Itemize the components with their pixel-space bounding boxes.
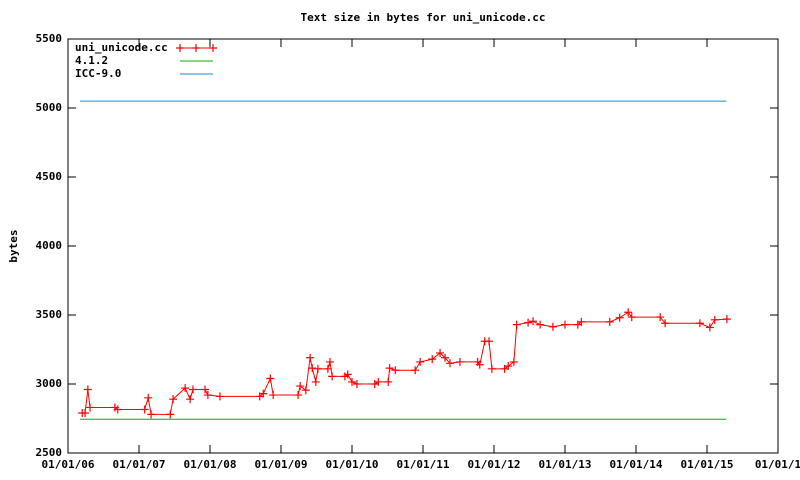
x-tick-label: 01/01/09 [255, 458, 308, 471]
data-point [166, 410, 175, 419]
data-point [83, 385, 92, 394]
data-point [181, 384, 190, 393]
data-point [313, 364, 322, 373]
data-point [445, 359, 454, 368]
y-tick-label: 4500 [36, 170, 63, 183]
data-point [384, 377, 393, 386]
data-point [343, 370, 352, 379]
y-tick-label: 5000 [36, 101, 63, 114]
data-point [259, 389, 268, 398]
x-tick-label: 01/01/11 [397, 458, 450, 471]
data-point [416, 357, 425, 366]
data-point [705, 323, 714, 332]
data-point [147, 410, 156, 419]
data-point [455, 357, 464, 366]
data-point [269, 391, 278, 400]
data-point [411, 366, 420, 375]
data-point [203, 391, 212, 400]
data-point [529, 317, 538, 326]
data-point [325, 357, 334, 366]
data-point [524, 318, 533, 327]
data-point [710, 315, 719, 324]
data-point [186, 395, 195, 404]
data-point [661, 319, 670, 328]
legend-marker [209, 44, 217, 52]
chart-title: Text size in bytes for uni_unicode.cc [300, 11, 545, 24]
x-tick-label: 01/01/06 [42, 458, 95, 471]
data-point [512, 320, 521, 329]
x-tick-label: 01/01/15 [681, 458, 734, 471]
data-point [81, 408, 90, 417]
x-tick-label: 01/01/07 [113, 458, 166, 471]
data-point [296, 382, 305, 391]
data-point [266, 374, 275, 383]
data-point [624, 308, 633, 317]
data-point [370, 380, 379, 388]
data-point [441, 353, 450, 362]
data-point [323, 364, 332, 373]
data-point [86, 403, 95, 412]
x-tick-label: 01/01/12 [468, 458, 521, 471]
data-point [391, 366, 400, 375]
y-axis-label: bytes [7, 229, 20, 262]
data-point [428, 355, 437, 364]
x-tick-label: 01/01/14 [610, 458, 663, 471]
data-point [436, 348, 445, 357]
data-point [294, 391, 303, 400]
x-tick-label: 01/01/13 [539, 458, 592, 471]
x-tick-label: 01/01/1 [755, 458, 800, 471]
legend-marker [192, 44, 200, 52]
data-point [656, 313, 665, 322]
data-point [169, 395, 178, 404]
data-point [561, 320, 569, 329]
x-tick-label: 01/01/08 [184, 458, 237, 471]
data-point [374, 377, 383, 386]
data-point [536, 320, 545, 329]
series-line [82, 311, 727, 415]
data-point [301, 386, 310, 395]
data-point [385, 364, 394, 373]
data-point [140, 405, 149, 414]
data-point [504, 362, 513, 371]
data-point [615, 313, 624, 322]
legend-marker [176, 44, 184, 52]
data-point [475, 360, 484, 369]
y-tick-label: 2500 [36, 446, 63, 459]
data-point [215, 392, 224, 401]
data-point [144, 393, 153, 402]
y-tick-label: 5500 [36, 32, 63, 45]
legend-label: uni_unicode.cc [75, 41, 168, 54]
y-tick-label: 3000 [36, 377, 63, 390]
data-point [722, 315, 731, 324]
data-point [577, 317, 586, 326]
data-point [548, 322, 557, 331]
legend-label: ICC-9.0 [75, 67, 121, 80]
data-point [485, 337, 494, 346]
data-point [627, 313, 636, 322]
data-point [487, 364, 496, 373]
legend-label: 4.1.2 [75, 54, 108, 67]
y-tick-label: 4000 [36, 239, 63, 252]
data-point [695, 319, 704, 328]
data-point [201, 385, 210, 394]
data-point [352, 380, 361, 388]
data-point [328, 372, 337, 381]
data-point [306, 353, 315, 362]
y-tick-label: 3500 [36, 308, 63, 321]
data-point [348, 377, 356, 386]
data-point [308, 364, 317, 373]
data-point [605, 317, 614, 326]
data-point [113, 405, 122, 414]
x-tick-label: 01/01/10 [326, 458, 379, 471]
data-point [509, 357, 518, 366]
data-point [311, 377, 320, 386]
data-point [188, 385, 197, 394]
